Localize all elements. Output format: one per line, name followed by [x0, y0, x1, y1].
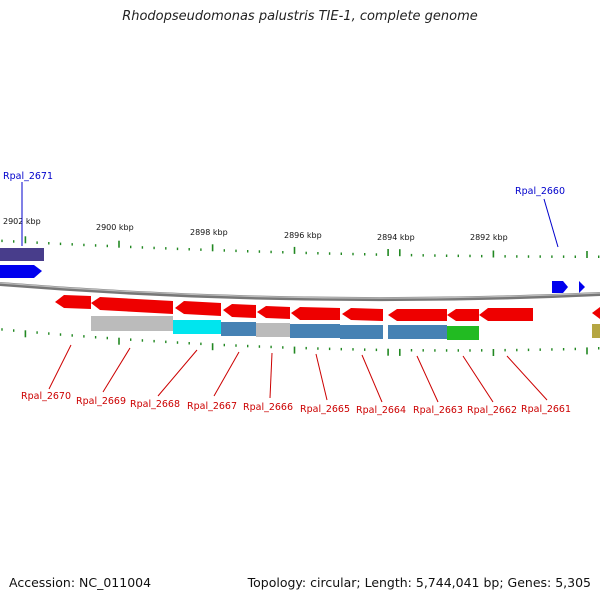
forward-gene-label[interactable]: Rpal_2671 — [3, 171, 53, 182]
forward-strand — [0, 248, 585, 293]
cog-bar[interactable] — [256, 323, 290, 337]
forward-gene-arrow[interactable] — [0, 265, 42, 278]
reverse-gene-labels: Rpal_2670 Rpal_2669 Rpal_2668 Rpal_2667 … — [21, 344, 571, 416]
label-leader-line — [361, 354, 383, 403]
reverse-gene-arrow[interactable] — [342, 308, 383, 321]
reverse-gene-arrow[interactable] — [291, 307, 340, 320]
kbp-labels: 2902 kbp 2900 kbp 2898 kbp 2896 kbp 2894… — [3, 217, 508, 242]
label-leader-line — [506, 355, 548, 401]
reverse-gene-label[interactable]: Rpal_2669 — [76, 396, 126, 407]
kbp-label: 2894 kbp — [377, 233, 415, 242]
cog-bar[interactable] — [388, 325, 447, 339]
reverse-gene-arrow[interactable] — [388, 309, 447, 321]
reverse-gene-label[interactable]: Rpal_2665 — [300, 404, 350, 415]
cog-bars — [91, 316, 600, 340]
reverse-gene-arrow[interactable] — [447, 309, 479, 321]
cog-bar-forward[interactable] — [0, 248, 44, 261]
genome-title: Rhodopseudomonas palustris TIE-1, comple… — [122, 9, 478, 24]
reverse-gene-arrow[interactable] — [223, 304, 256, 318]
reverse-gene-label[interactable]: Rpal_2666 — [243, 402, 293, 413]
genome-stats-text: Topology: circular; Length: 5,744,041 bp… — [247, 575, 591, 590]
cog-bar[interactable] — [592, 324, 600, 338]
reverse-gene-arrow[interactable] — [55, 295, 91, 309]
genome-backbone-highlight — [0, 282, 600, 299]
kbp-ticks-outer — [1, 236, 600, 258]
cog-bar[interactable] — [91, 316, 173, 331]
reverse-gene-label[interactable]: Rpal_2670 — [21, 391, 71, 402]
genome-backbone — [0, 282, 600, 302]
reverse-gene-arrow[interactable] — [592, 307, 600, 319]
label-leader-line — [543, 198, 559, 248]
kbp-label: 2892 kbp — [470, 233, 508, 242]
reverse-gene-arrow[interactable] — [479, 308, 533, 321]
reverse-gene-label[interactable]: Rpal_2668 — [130, 399, 180, 410]
forward-gene-arrow[interactable] — [552, 281, 568, 293]
cog-bar[interactable] — [173, 320, 221, 334]
reverse-gene-arrow[interactable] — [175, 301, 221, 316]
kbp-ticks-inner — [1, 328, 600, 356]
reverse-gene-label[interactable]: Rpal_2661 — [521, 404, 571, 415]
forward-gene-label[interactable]: Rpal_2660 — [515, 186, 565, 197]
reverse-strand — [55, 295, 600, 321]
accession-text: Accession: NC_011004 — [9, 575, 152, 590]
reverse-gene-label[interactable]: Rpal_2662 — [467, 405, 517, 416]
cog-bar[interactable] — [290, 324, 340, 338]
label-leader-line — [213, 351, 240, 397]
label-leader-line — [269, 352, 273, 399]
label-leader-line — [157, 349, 198, 397]
forward-gene-arrow[interactable] — [579, 281, 585, 293]
label-leader-line — [315, 353, 328, 401]
reverse-gene-arrow[interactable] — [91, 297, 173, 314]
label-leader-line — [102, 347, 131, 393]
reverse-gene-arrow[interactable] — [257, 306, 290, 319]
reverse-gene-label[interactable]: Rpal_2663 — [413, 405, 463, 416]
label-leader-line — [48, 344, 72, 390]
cog-bar[interactable] — [340, 325, 383, 339]
label-leader-line — [462, 355, 494, 403]
cog-bar[interactable] — [447, 326, 479, 340]
cog-bar[interactable] — [221, 322, 256, 336]
kbp-label: 2896 kbp — [284, 231, 322, 240]
reverse-gene-label[interactable]: Rpal_2664 — [356, 405, 406, 416]
forward-gene-labels: Rpal_2671 Rpal_2660 — [3, 171, 565, 248]
reverse-gene-label[interactable]: Rpal_2667 — [187, 401, 237, 412]
label-leader-line — [416, 355, 439, 403]
kbp-label: 2900 kbp — [96, 223, 134, 232]
kbp-label: 2898 kbp — [190, 228, 228, 237]
